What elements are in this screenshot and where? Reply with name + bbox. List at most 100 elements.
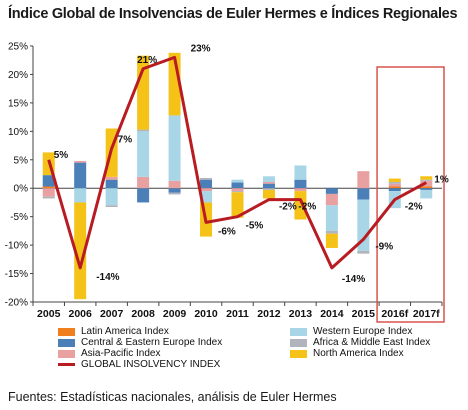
- legend-label: GLOBAL INSOLVENCY INDEX: [81, 359, 221, 370]
- bar-segment: [168, 180, 181, 189]
- bar-segment: [137, 131, 150, 177]
- bar-segment: [388, 178, 401, 182]
- legend-item: Central & Eastern Europe Index: [58, 337, 222, 348]
- x-tick-label: 2009: [163, 308, 187, 320]
- bar-segment: [137, 129, 150, 132]
- bar-segment: [200, 188, 213, 192]
- legend-swatch: [58, 327, 75, 336]
- bar-segment: [325, 205, 338, 231]
- bar-segment: [168, 188, 181, 193]
- legend-label: Western Europe Index: [313, 326, 413, 337]
- bar-segment: [420, 176, 433, 180]
- x-tick-label: 2005: [37, 308, 61, 320]
- y-tick-label: -5%: [10, 212, 28, 223]
- line-data-label: 1%: [434, 175, 449, 186]
- bar-segment: [231, 192, 244, 218]
- bar-segment: [357, 250, 370, 254]
- bar-segment: [74, 162, 87, 189]
- bar-segment: [137, 176, 150, 189]
- line-data-label: -5%: [246, 221, 264, 232]
- bar-segment: [231, 191, 244, 193]
- bar-segment: [262, 181, 275, 184]
- line-data-label: -2%: [405, 202, 423, 213]
- x-tick-label: 2012: [257, 308, 281, 320]
- bar-segment: [105, 179, 118, 189]
- bar-segment: [231, 179, 244, 183]
- bar-segment: [42, 196, 55, 199]
- bar-segment: [262, 183, 275, 189]
- legend-item: Africa & Middle East Index: [290, 337, 430, 348]
- bar-segment: [74, 188, 87, 203]
- bar-segment: [388, 186, 401, 189]
- legend-item: Asia-Pacific Index: [58, 348, 160, 359]
- legend-swatch: [290, 338, 307, 347]
- line-data-label: 23%: [191, 43, 211, 54]
- legend-item: Western Europe Index: [290, 326, 412, 337]
- line-data-label: -2%: [279, 202, 297, 213]
- y-tick-label: 10%: [8, 127, 28, 138]
- bar-segment: [294, 179, 307, 189]
- legend-swatch: [58, 338, 75, 347]
- legend-swatch: [290, 327, 307, 336]
- bar-segment: [105, 188, 118, 206]
- bar-segment: [357, 188, 370, 200]
- x-tick-label: 2008: [131, 308, 155, 320]
- legend-label: Asia-Pacific Index: [81, 348, 161, 359]
- x-tick-label: 2014: [320, 308, 344, 320]
- line-data-label: -2%: [298, 202, 316, 213]
- bar-segment: [105, 205, 118, 207]
- x-tick-label: 2011: [226, 308, 249, 320]
- x-tick-label: 2015: [352, 308, 376, 320]
- bar-segment: [388, 183, 401, 187]
- legend-label: North America Index: [313, 348, 404, 359]
- line-data-label: -14%: [96, 272, 119, 283]
- bar-segment: [325, 193, 338, 206]
- y-tick-label: 25%: [8, 42, 28, 53]
- legend-swatch: [58, 349, 75, 358]
- line-data-label: -14%: [342, 274, 365, 285]
- global-index-line: [47, 55, 427, 270]
- bar-segment: [262, 189, 275, 199]
- x-tick-label: 2017f: [413, 308, 440, 320]
- legend-swatch: [290, 349, 307, 358]
- line-data-label: 21%: [137, 55, 157, 66]
- bar-segment: [42, 188, 55, 197]
- bar-segment: [168, 192, 181, 195]
- bar-segment: [231, 188, 244, 192]
- bar-segment: [325, 233, 338, 248]
- y-tick-label: 15%: [8, 98, 28, 109]
- legend-item: GLOBAL INSOLVENCY INDEX: [58, 359, 220, 370]
- bar-segment: [420, 186, 433, 189]
- legend-item: North America Index: [290, 348, 404, 359]
- bar-segment: [200, 179, 213, 189]
- x-tick-label: 2006: [69, 308, 93, 320]
- bar-segment: [42, 175, 55, 187]
- y-tick-label: -10%: [5, 241, 28, 252]
- bar-segment: [420, 189, 433, 199]
- forecast-box: [376, 66, 445, 323]
- bar-segment: [74, 202, 87, 300]
- bar-segment: [294, 165, 307, 180]
- bar-segment: [74, 160, 87, 163]
- bar-segment: [420, 179, 433, 181]
- bar-segment: [231, 182, 244, 189]
- line-data-label: 5%: [54, 150, 69, 161]
- bar-segment: [325, 230, 338, 234]
- chart: 25% 20% 15% 10% 5% 0% -5% -10% -15% -20% 2005 2006 2…: [5, 42, 449, 323]
- legend-label: Central & Eastern Europe Index: [81, 337, 223, 348]
- legend-item: Latin America Index: [58, 326, 169, 337]
- bar-segment: [137, 188, 150, 203]
- x-tick-label: 2013: [289, 308, 313, 320]
- x-tick-label: 2010: [194, 308, 218, 320]
- legend-line-swatch: [58, 363, 75, 366]
- bar-segment: [294, 188, 307, 192]
- y-tick-label: 5%: [14, 155, 29, 166]
- y-tick-label: 20%: [8, 70, 28, 81]
- x-tick-label: 2007: [100, 308, 124, 320]
- legend-label: Africa & Middle East Index: [313, 337, 431, 348]
- bar-segment: [262, 176, 275, 182]
- bar-segment: [262, 188, 275, 190]
- y-tick-label: -15%: [5, 269, 28, 280]
- line-data-label: -6%: [218, 226, 236, 237]
- bar-segment: [168, 115, 181, 181]
